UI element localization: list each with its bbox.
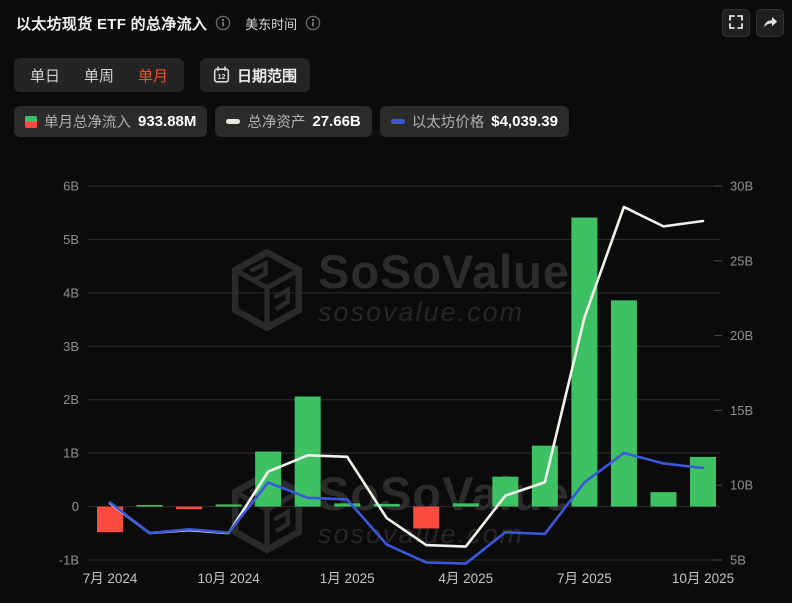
inflow-bar-2月 2025[interactable]: [373, 503, 400, 507]
timezone-info-icon[interactable]: [305, 15, 321, 31]
right-axis-tick-label: 5B: [730, 553, 746, 568]
title-info-icon[interactable]: [215, 15, 231, 31]
inflow-bar-7月 2025[interactable]: [571, 217, 598, 507]
left-axis-tick-label: 1B: [63, 446, 79, 461]
legend-item-net-assets[interactable]: 总净资产 27.66B: [215, 106, 372, 137]
x-axis-tick-label: 10月 2025: [672, 571, 734, 586]
toolbar: 单日 单周 单月 12 日期范围: [14, 58, 311, 92]
left-axis-tick-label: 2B: [63, 392, 79, 407]
x-axis-tick-label: 1月 2025: [320, 571, 375, 586]
inflow-bar-9月 2025[interactable]: [650, 492, 677, 507]
right-axis-tick-label: 30B: [730, 179, 753, 194]
inflow-bar-3月 2025[interactable]: [413, 506, 440, 529]
timezone-label: 美东时间: [245, 16, 298, 32]
page-title: 以太坊现货 ETF 的总净流入: [16, 15, 208, 33]
tab-daily[interactable]: 单日: [18, 58, 72, 92]
fullscreen-button[interactable]: [722, 9, 750, 37]
inflow-bar-12月 2024[interactable]: [294, 396, 321, 507]
left-axis-tick-label: 0: [72, 499, 79, 514]
svg-text:12: 12: [218, 72, 226, 81]
inflow-bar-8月 2025[interactable]: [610, 300, 637, 507]
left-axis-tick-label: 3B: [63, 339, 79, 354]
x-axis-tick-label: 7月 2024: [83, 571, 138, 586]
netflow-bar-swatch-icon: [25, 115, 37, 128]
fullscreen-icon: [728, 14, 744, 33]
inflow-bar-11月 2024[interactable]: [255, 451, 282, 507]
eth-price-line: [108, 451, 705, 565]
share-arrow-icon: [762, 14, 779, 33]
left-axis-tick-label: 4B: [63, 285, 79, 300]
share-button[interactable]: [756, 9, 784, 37]
inflow-bar-9月 2024[interactable]: [176, 506, 203, 510]
inflow-bar-4月 2025[interactable]: [452, 503, 479, 507]
right-axis-tick-label: 25B: [730, 253, 753, 268]
inflow-bar-8月 2024[interactable]: [136, 504, 163, 507]
legend-item-monthly-netflow[interactable]: 单月总净流入 933.88M: [14, 106, 208, 137]
x-axis-tick-label: 4月 2025: [438, 571, 493, 586]
x-axis-tick-label: 7月 2025: [557, 571, 612, 586]
date-range-label: 日期范围: [237, 67, 298, 85]
legend-value: 27.66B: [312, 113, 361, 130]
tab-weekly[interactable]: 单周: [72, 58, 126, 92]
net-assets-line-swatch-icon: [226, 119, 241, 124]
legend: 单月总净流入 933.88M 总净资产 27.66B 以太坊价格 $4,039.…: [14, 106, 569, 137]
legend-item-eth-price[interactable]: 以太坊价格 $4,039.39: [379, 106, 569, 137]
eth-price-line-swatch-icon: [390, 119, 405, 124]
inflow-bar-10月 2024[interactable]: [215, 504, 242, 507]
header: 以太坊现货 ETF 的总净流入 美东时间: [16, 8, 784, 38]
calendar-icon: 12: [213, 66, 230, 84]
right-axis-tick-label: 15B: [730, 403, 753, 418]
tab-monthly[interactable]: 单月: [126, 58, 180, 92]
legend-label: 单月总净流入: [44, 115, 131, 131]
inflow-bar-10月 2025[interactable]: [690, 456, 716, 507]
legend-label: 总净资产: [247, 115, 306, 131]
date-range-button[interactable]: 12 日期范围: [200, 58, 311, 92]
right-axis-tick-label: 20B: [730, 328, 753, 343]
legend-value: $4,039.39: [491, 113, 558, 130]
inflow-bar-6月 2025[interactable]: [531, 445, 558, 507]
legend-value: 933.88M: [138, 113, 197, 130]
right-axis-tick-label: 10B: [730, 478, 753, 493]
x-axis-tick-label: 10月 2024: [197, 571, 260, 586]
inflow-bar-1月 2025[interactable]: [334, 503, 361, 507]
left-axis-tick-label: 5B: [63, 232, 79, 247]
left-axis-tick-label: -1B: [59, 553, 79, 568]
left-axis-tick-label: 6B: [63, 179, 79, 194]
period-tab-group: 单日 单周 单月: [14, 58, 185, 92]
legend-label: 以太坊价格: [411, 115, 485, 131]
